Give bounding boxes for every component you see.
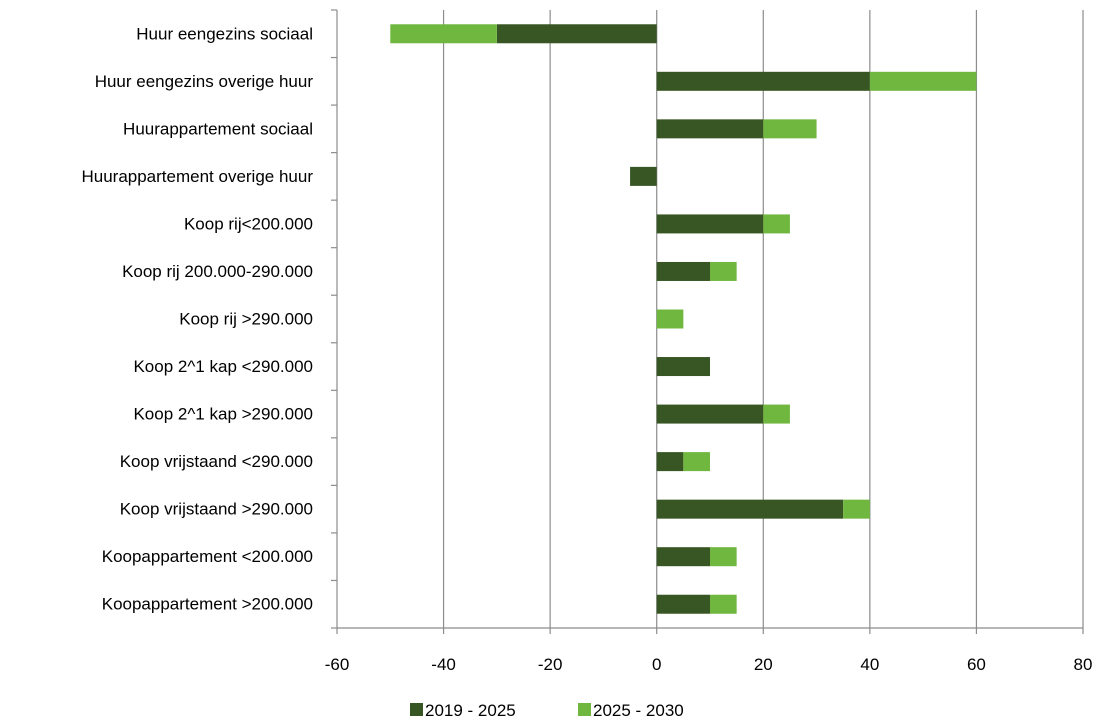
axes <box>331 9 1084 634</box>
bar-series-1 <box>630 166 657 186</box>
category-label: Koop 2^1 kap <290.000 <box>133 357 313 376</box>
x-tick-label: -20 <box>538 655 563 674</box>
bar-series-2 <box>710 261 737 281</box>
bar-series-2 <box>656 309 684 329</box>
bar-series-1 <box>656 547 710 567</box>
legend-label: 2019 - 2025 <box>425 701 516 720</box>
bar-series-2 <box>710 547 737 567</box>
category-labels: Huur eengezins sociaal Huur eengezins ove… <box>81 24 313 613</box>
bar-series-1 <box>656 404 764 424</box>
bar-series-2 <box>683 452 710 472</box>
bar-series-1 <box>656 261 710 281</box>
category-label: Koopappartement >200.000 <box>102 595 313 614</box>
bar-series-2 <box>390 24 497 44</box>
category-label: Koopappartement <200.000 <box>102 547 313 566</box>
category-label: Koop rij >290.000 <box>179 310 313 329</box>
bar-series-1 <box>496 24 657 44</box>
bar-series-1 <box>656 452 684 472</box>
legend: 2019 - 2025 2025 - 2030 <box>410 701 684 720</box>
category-label: Koop rij 200.000-290.000 <box>122 262 313 281</box>
category-label: Huurappartement overige huur <box>81 167 313 186</box>
x-tick-label: -40 <box>431 655 456 674</box>
bar-series-1 <box>656 499 844 519</box>
x-tick-labels: -60 -40 -20 0 20 40 60 80 <box>325 655 1093 674</box>
category-label: Huurappartement sociaal <box>123 119 313 138</box>
category-label: Huur eengezins sociaal <box>136 24 313 43</box>
category-label: Koop rij<200.000 <box>184 214 313 233</box>
x-tick-label: 60 <box>967 655 986 674</box>
bar-series-1 <box>656 214 764 234</box>
x-tick-label: 20 <box>754 655 773 674</box>
category-label: Koop vrijstaand <290.000 <box>120 452 313 471</box>
bar-series-1 <box>656 357 710 377</box>
x-tick-label: -60 <box>325 655 350 674</box>
gridlines <box>442 10 1084 628</box>
bar-series-2 <box>843 499 870 519</box>
x-tick-label: 40 <box>860 655 879 674</box>
bar-series-2 <box>869 71 977 91</box>
bar-series-1 <box>656 119 764 139</box>
bar-series-2 <box>763 214 790 234</box>
bar-series-2 <box>763 119 817 139</box>
x-tick-label: 0 <box>652 655 661 674</box>
legend-swatch <box>410 703 423 716</box>
bar-series-1 <box>656 594 710 614</box>
category-label: Koop 2^1 kap >290.000 <box>133 405 313 424</box>
bar-series-2 <box>763 404 790 424</box>
x-tick-label: 80 <box>1074 655 1093 674</box>
legend-label: 2025 - 2030 <box>593 701 684 720</box>
bar-series-1 <box>656 71 870 91</box>
category-label: Koop vrijstaand >290.000 <box>120 500 313 519</box>
legend-swatch <box>578 703 591 716</box>
bars <box>390 24 977 614</box>
bar-series-2 <box>710 594 737 614</box>
category-label: Huur eengezins overige huur <box>95 72 314 91</box>
